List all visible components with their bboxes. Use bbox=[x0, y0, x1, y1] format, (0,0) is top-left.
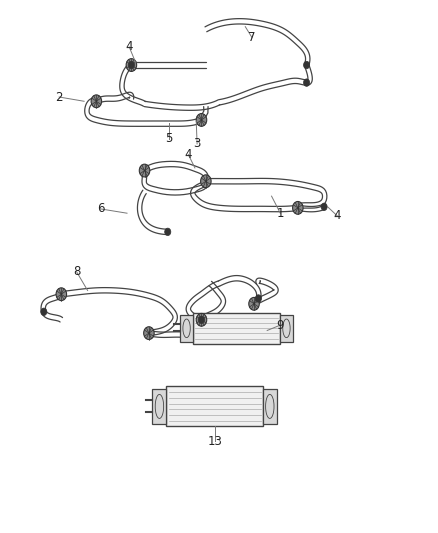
Text: 7: 7 bbox=[248, 31, 256, 44]
Text: 4: 4 bbox=[333, 209, 341, 222]
Circle shape bbox=[126, 59, 137, 71]
Circle shape bbox=[249, 297, 259, 310]
Text: 13: 13 bbox=[207, 435, 222, 448]
Text: 5: 5 bbox=[165, 132, 172, 145]
Circle shape bbox=[196, 313, 207, 326]
Circle shape bbox=[165, 228, 171, 236]
Text: 2: 2 bbox=[55, 91, 63, 103]
Circle shape bbox=[304, 61, 310, 69]
Text: 9: 9 bbox=[276, 319, 284, 332]
Bar bbox=[280, 315, 293, 342]
Text: 8: 8 bbox=[73, 265, 80, 278]
Circle shape bbox=[304, 79, 310, 86]
Circle shape bbox=[91, 95, 102, 108]
Circle shape bbox=[139, 164, 150, 177]
Circle shape bbox=[321, 203, 327, 211]
Bar bbox=[193, 313, 280, 344]
Circle shape bbox=[255, 295, 261, 302]
Text: 4: 4 bbox=[125, 41, 133, 53]
Text: 3: 3 bbox=[194, 138, 201, 150]
Text: 1: 1 bbox=[276, 207, 284, 220]
Circle shape bbox=[41, 308, 47, 316]
Bar bbox=[152, 389, 166, 424]
Circle shape bbox=[196, 114, 207, 126]
Circle shape bbox=[56, 288, 67, 301]
Circle shape bbox=[144, 327, 154, 340]
Bar bbox=[263, 389, 277, 424]
Bar bbox=[166, 386, 263, 426]
Circle shape bbox=[198, 316, 205, 324]
Bar bbox=[180, 315, 193, 342]
Text: 6: 6 bbox=[97, 203, 105, 215]
Text: 4: 4 bbox=[184, 148, 192, 161]
Circle shape bbox=[128, 61, 134, 69]
Circle shape bbox=[293, 201, 303, 214]
Circle shape bbox=[201, 175, 211, 188]
